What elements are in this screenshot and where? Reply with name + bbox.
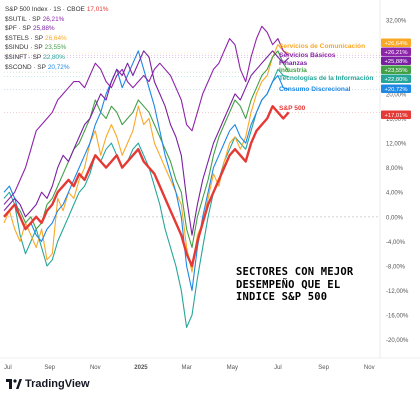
series-name-label: Finanzas: [279, 60, 308, 67]
y-tick-label: 0,00%: [386, 215, 404, 221]
x-tick-label: Jul: [4, 365, 12, 371]
legend-label: $PF · SP: [5, 25, 31, 33]
brand[interactable]: TradingView: [6, 378, 90, 390]
x-tick-label: Sep: [44, 365, 55, 371]
legend-label: $SINDU · SP: [5, 44, 43, 52]
annotation-line: DESEMPEÑO QUE EL: [236, 278, 341, 291]
series-badge-label: +26,64%: [384, 41, 407, 47]
series-badge: [381, 47, 411, 56]
legend-row: $STELS · SP 26,64%: [5, 34, 109, 44]
series-name-label: Servicios de Comunicación: [279, 43, 365, 50]
y-tick-label: 32,00%: [386, 19, 407, 25]
y-tick-label: -16,00%: [386, 314, 409, 320]
legend-label: $STELS · SP: [5, 34, 44, 42]
legend-value: 26,64%: [45, 34, 67, 42]
x-tick-label: 2025: [134, 365, 148, 371]
series-name-label: Consumo Discrecional: [279, 86, 351, 93]
series-badge-label: +26,21%: [384, 50, 407, 56]
legend-value: 25,88%: [32, 25, 55, 33]
series-badge-label: +20,72%: [384, 87, 407, 93]
series-badge: [381, 74, 411, 83]
x-tick-label: Jul: [274, 365, 282, 371]
x-tick-label: Nov: [364, 365, 375, 371]
annotation-line: INDICE S&P 500: [236, 291, 328, 304]
legend-label: $SUTIL · SP: [5, 15, 41, 23]
annotation-line: SECTORES CON MEJOR: [236, 266, 354, 278]
series-badge: [381, 84, 411, 93]
y-tick-label: -8,00%: [386, 264, 406, 270]
legend-row: $SINDU · SP 23,55%: [5, 43, 109, 53]
series-name-label: Servicios Básicos: [279, 52, 336, 59]
y-tick-label: -4,00%: [386, 240, 406, 246]
series-line: [3, 25, 290, 205]
y-tick-label: 12,00%: [386, 142, 407, 148]
y-tick-label: 16,00%: [386, 117, 407, 123]
legend: S&P 500 Index · 1S · CBOE 17,01% $SUTIL ·…: [5, 5, 109, 72]
legend-row: $SCOND · SP 20,72%: [5, 63, 109, 73]
series-badge: [381, 65, 411, 74]
series-line: [3, 50, 290, 249]
series-name-label: S&P 500: [279, 105, 306, 112]
series-name-label: Tecnologías de la Información: [279, 75, 373, 82]
y-tick-label: 8,00%: [386, 166, 404, 172]
series-badge-label: +17,01%: [384, 113, 407, 119]
series-name-label: Industria: [279, 67, 307, 74]
series-badge-label: +23,55%: [384, 68, 407, 74]
x-tick-label: Sep: [318, 365, 329, 371]
x-tick-label: May: [227, 365, 238, 371]
series-badge: [381, 56, 411, 65]
x-tick-label: Mar: [181, 365, 191, 371]
legend-row: $SINFT · SP 22,80%: [5, 53, 109, 63]
legend-value: 26,21%: [42, 15, 65, 23]
series-line: [3, 68, 289, 328]
y-tick-label: 20,00%: [386, 92, 407, 98]
legend-row: $PF · SP 25,88%: [5, 24, 109, 34]
y-tick-label: -20,00%: [386, 338, 409, 344]
tradingview-logo-icon: [6, 379, 22, 389]
legend-label: $SINFT · SP: [5, 53, 42, 61]
legend-row: $SUTIL · SP 26,21%: [5, 15, 109, 25]
series-badge-label: +25,88%: [384, 59, 407, 65]
series-line: [3, 50, 290, 236]
legend-value: 23,55%: [44, 44, 67, 52]
legend-row: S&P 500 Index · 1S · CBOE 17,01%: [5, 5, 109, 15]
y-tick-label: 4,00%: [386, 191, 404, 197]
legend-value: 20,72%: [47, 63, 70, 71]
legend-label: $SCOND · SP: [5, 63, 46, 71]
legend-value: 22,80%: [43, 53, 65, 61]
x-tick-label: Nov: [90, 365, 101, 371]
chart-annotation: SECTORES CON MEJOR DESEMPEÑO QUE EL INDI…: [236, 266, 376, 304]
series-badge: [381, 38, 411, 47]
series-line: [3, 44, 289, 273]
y-tick-label: -12,00%: [386, 289, 409, 295]
series-badge-label: +22,80%: [384, 77, 407, 83]
legend-value: 17,01%: [86, 6, 109, 13]
series-line: [3, 105, 290, 268]
brand-name: TradingView: [25, 378, 90, 390]
series-badge: [381, 110, 411, 119]
legend-label: S&P 500 Index · 1S · CBOE: [5, 6, 85, 13]
